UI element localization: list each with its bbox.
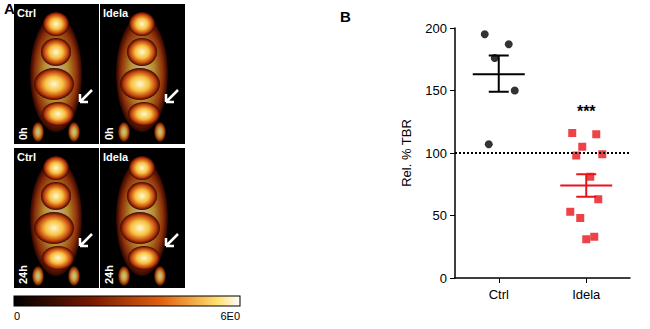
svg-text:24h: 24h: [17, 265, 29, 284]
svg-text:6E0: 6E0: [220, 310, 240, 322]
svg-text:Ctrl: Ctrl: [17, 151, 36, 163]
svg-text:24h: 24h: [103, 265, 115, 284]
svg-text:200: 200: [425, 21, 447, 36]
svg-text:Rel. % TBR: Rel. % TBR: [399, 119, 414, 187]
svg-text:0h: 0h: [17, 127, 29, 140]
svg-text:Idela: Idela: [103, 7, 129, 19]
svg-text:Idela: Idela: [572, 287, 601, 302]
svg-text:0h: 0h: [103, 127, 115, 140]
svg-text:Ctrl: Ctrl: [489, 287, 509, 302]
svg-text:A: A: [4, 0, 15, 17]
svg-text:0: 0: [440, 271, 447, 286]
svg-text:150: 150: [425, 83, 447, 98]
svg-text:0: 0: [14, 310, 20, 322]
svg-text:Idela: Idela: [103, 151, 129, 163]
svg-text:Ctrl: Ctrl: [17, 7, 36, 19]
svg-text:50: 50: [433, 208, 447, 223]
svg-text:100: 100: [425, 146, 447, 161]
svg-text:***: ***: [577, 103, 596, 120]
svg-text:B: B: [340, 8, 351, 25]
